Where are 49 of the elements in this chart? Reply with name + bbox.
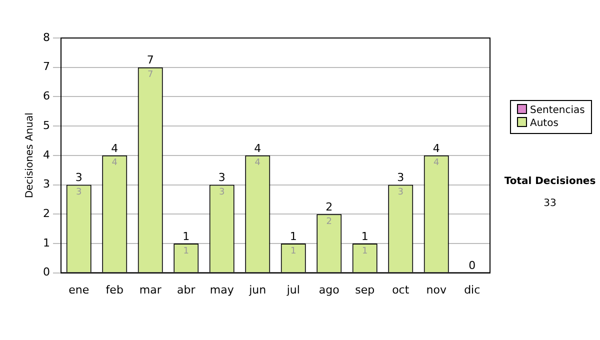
total-label: 3 bbox=[218, 171, 226, 184]
data-label: 1 bbox=[290, 246, 296, 256]
x-tick-label: abr bbox=[177, 283, 196, 296]
y-axis-title: Decisiones Anual bbox=[24, 112, 36, 198]
y-tick-label: 6 bbox=[43, 90, 50, 103]
y-tick-label: 1 bbox=[43, 236, 50, 250]
x-tick-label: oct bbox=[392, 283, 410, 296]
data-label: 4 bbox=[434, 158, 440, 168]
total-label: 4 bbox=[432, 142, 440, 155]
x-tick-label: dic bbox=[464, 283, 480, 296]
x-tick-label: nov bbox=[426, 283, 447, 296]
data-label: 4 bbox=[254, 158, 261, 168]
total-label: 4 bbox=[111, 142, 118, 155]
text: Total Decisiones bbox=[503, 175, 597, 189]
total-label: 3 bbox=[75, 171, 82, 184]
data-label: 2 bbox=[326, 216, 332, 227]
total-label: 1 bbox=[361, 230, 368, 243]
x-tick-label: jun bbox=[248, 283, 266, 296]
data-label: 3 bbox=[76, 188, 82, 198]
data-label: 3 bbox=[219, 188, 225, 198]
x-tick-label: jul bbox=[286, 283, 300, 296]
total-label: 1 bbox=[290, 230, 297, 243]
y-tick-label: 5 bbox=[43, 118, 50, 132]
y-tick-label: 7 bbox=[43, 60, 50, 74]
total-label: 3 bbox=[397, 171, 404, 184]
x-tick-label: ene bbox=[68, 283, 90, 296]
total-label: 2 bbox=[326, 200, 333, 214]
x-tick-label: mar bbox=[139, 283, 162, 296]
y-tick-label: 2 bbox=[43, 206, 50, 220]
y-tick-label: 0 bbox=[43, 266, 50, 279]
x-tick-label: may bbox=[210, 283, 234, 296]
y-tick-label: 8 bbox=[43, 30, 50, 44]
y-tick-label: 3 bbox=[43, 178, 50, 191]
x-tick-label: ago bbox=[318, 283, 340, 296]
data-label: 1 bbox=[362, 246, 368, 256]
data-label: 4 bbox=[112, 158, 118, 168]
total-label: 1 bbox=[182, 230, 190, 243]
data-label: 1 bbox=[183, 246, 189, 256]
y-tick-label: 4 bbox=[43, 148, 50, 162]
total-label: 4 bbox=[254, 142, 262, 155]
text: 33 bbox=[542, 197, 558, 211]
legend-label: Sentencias bbox=[529, 104, 585, 117]
x-tick-label: sep bbox=[355, 283, 375, 296]
total-label: 0 bbox=[468, 259, 476, 272]
data-label: 7 bbox=[148, 70, 154, 80]
total-label: 7 bbox=[146, 54, 154, 67]
x-tick-label: feb bbox=[106, 283, 124, 296]
data-label: 3 bbox=[398, 188, 404, 198]
legend-label: Autos bbox=[529, 117, 560, 130]
